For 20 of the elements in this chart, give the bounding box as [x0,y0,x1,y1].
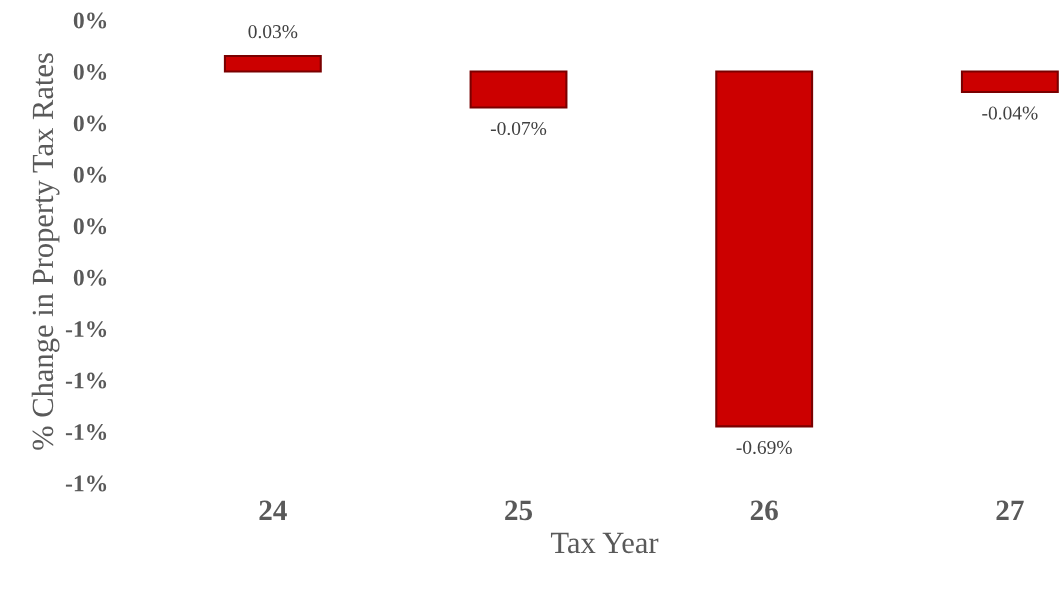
data-label: -0.04% [982,106,1038,120]
y-tick-label: -1% [65,424,107,441]
x-tick-label: 25 [505,500,533,521]
y-tick-label: -1% [65,372,107,389]
y-tick-label: -1% [65,475,107,492]
x-tick-label: 27 [996,500,1024,520]
data-label: -0.07% [490,121,547,136]
y-tick-label: 0% [73,218,107,235]
x-axis-title: Tax Year [550,532,659,554]
y-tick-label: 0% [73,115,107,132]
y-tick-label: 0% [73,12,107,29]
y-axis-title: % Change in Property Tax Rates [31,53,60,450]
y-tick-label: 0% [73,63,107,80]
y-tick-label: 0% [73,269,107,286]
data-label: 0.03% [248,25,298,39]
y-tick-label: -1% [65,321,107,338]
data-label: -0.69% [736,440,792,455]
x-tick-label: 24 [259,500,287,520]
x-tick-label: 26 [750,500,778,521]
y-tick-label: 0% [73,166,107,183]
